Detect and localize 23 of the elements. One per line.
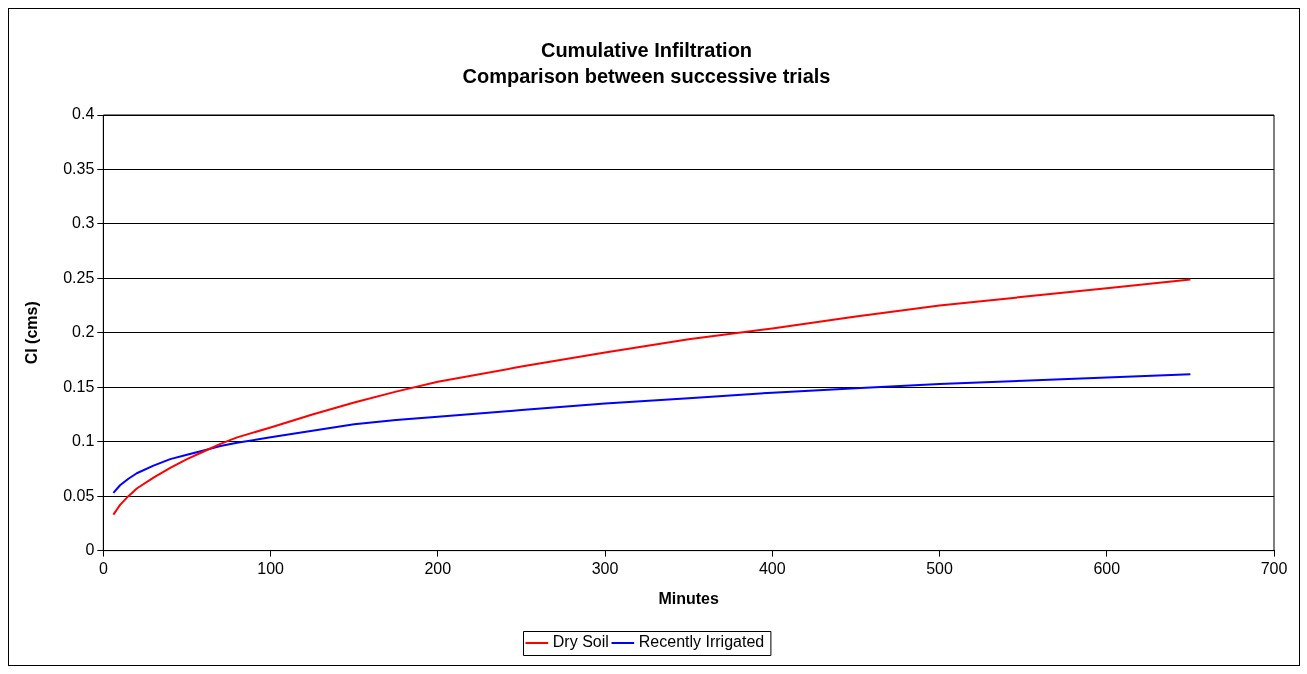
y-tick-label: 0.35	[63, 159, 95, 177]
legend-label: Recently Irrigated	[638, 633, 765, 651]
y-tick-label: 0.2	[72, 323, 95, 341]
y-tick-label: 0.05	[63, 486, 95, 504]
legend-label: Dry Soil	[552, 633, 609, 651]
y-tick-label: 0.4	[72, 105, 95, 123]
y-tick-label: 0.3	[72, 214, 95, 232]
x-tick-label: 500	[926, 559, 953, 577]
x-tick-label: 400	[758, 559, 786, 577]
x-tick-label: 0	[98, 559, 108, 577]
x-axis-title: Minutes	[658, 589, 719, 607]
chart-title: Cumulative Infiltration	[540, 38, 753, 61]
y-tick-label: 0	[85, 541, 95, 559]
x-tick-label: 300	[591, 559, 619, 577]
x-tick-label: 100	[257, 559, 285, 577]
y-axis-title: CI (cms)	[23, 301, 41, 365]
y-tick-label: 0.25	[63, 268, 95, 286]
x-tick-label: 600	[1093, 559, 1121, 577]
chart-subtitle: Comparison between successive trials	[462, 64, 831, 87]
x-tick-label: 200	[424, 559, 452, 577]
x-tick-label: 700	[1260, 559, 1288, 577]
y-tick-label: 0.15	[63, 377, 95, 395]
y-tick-label: 0.1	[72, 432, 95, 450]
